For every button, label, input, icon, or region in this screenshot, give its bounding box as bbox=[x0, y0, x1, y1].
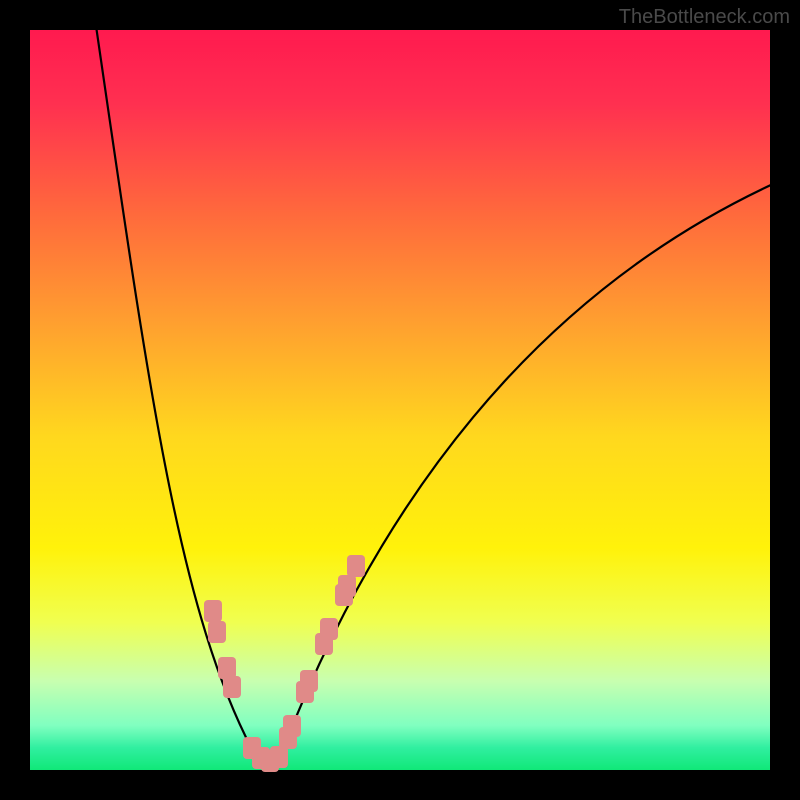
chart-container: TheBottleneck.com bbox=[0, 0, 800, 800]
data-marker bbox=[338, 575, 356, 597]
data-marker bbox=[300, 670, 318, 692]
data-marker bbox=[204, 600, 222, 622]
plot-area bbox=[30, 30, 770, 770]
data-marker bbox=[320, 618, 338, 640]
bottleneck-curve bbox=[97, 30, 770, 759]
data-marker bbox=[347, 555, 365, 577]
watermark-text: TheBottleneck.com bbox=[619, 6, 790, 29]
curve-svg bbox=[30, 30, 770, 770]
data-marker bbox=[223, 676, 241, 698]
data-marker bbox=[208, 621, 226, 643]
data-marker bbox=[283, 715, 301, 737]
